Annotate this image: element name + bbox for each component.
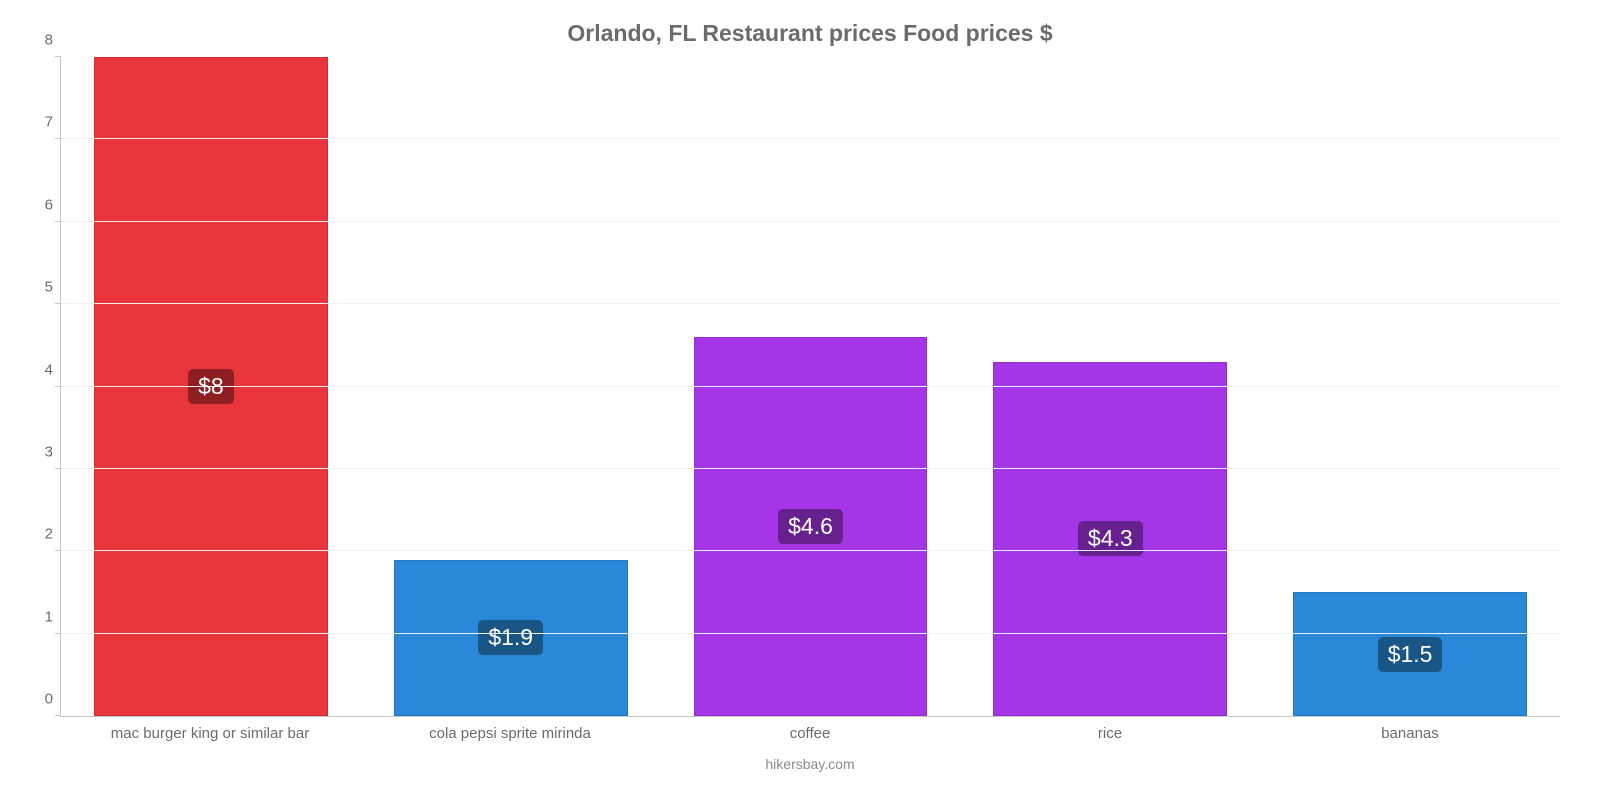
bar: $8 (94, 57, 328, 716)
gridline (61, 633, 1560, 634)
gridline (61, 386, 1560, 387)
gridline (61, 221, 1560, 222)
y-tick-label: 5 (45, 279, 61, 296)
y-tick-label: 7 (45, 114, 61, 131)
chart-container: Orlando, FL Restaurant prices Food price… (0, 0, 1600, 800)
bar-slot: $4.6 (661, 57, 961, 716)
bar-value-label: $4.6 (778, 509, 843, 544)
plot-area: $8$1.9$4.6$4.3$1.5 012345678 (60, 57, 1560, 717)
x-axis-label: bananas (1260, 725, 1560, 742)
bar: $1.5 (1293, 592, 1527, 716)
bar-slot: $1.5 (1260, 57, 1560, 716)
y-tick-mark (55, 715, 61, 716)
bar-value-label: $8 (188, 369, 234, 404)
y-tick-label: 0 (45, 691, 61, 708)
y-tick-label: 6 (45, 196, 61, 213)
bar: $4.3 (993, 362, 1227, 716)
y-tick-mark (55, 468, 61, 469)
bar-value-label: $1.9 (478, 620, 543, 655)
gridline (61, 468, 1560, 469)
x-axis-label: mac burger king or similar bar (60, 725, 360, 742)
bar-slot: $4.3 (960, 57, 1260, 716)
gridline (61, 550, 1560, 551)
bar-slot: $8 (61, 57, 361, 716)
y-tick-mark (55, 56, 61, 57)
bar: $4.6 (694, 337, 928, 716)
bar-value-label: $1.5 (1378, 637, 1443, 672)
y-tick-mark (55, 386, 61, 387)
y-tick-mark (55, 221, 61, 222)
y-tick-label: 3 (45, 443, 61, 460)
y-tick-label: 1 (45, 608, 61, 625)
x-axis-label: cola pepsi sprite mirinda (360, 725, 660, 742)
y-tick-mark (55, 138, 61, 139)
y-tick-mark (55, 633, 61, 634)
y-tick-mark (55, 303, 61, 304)
y-tick-mark (55, 550, 61, 551)
bar: $1.9 (394, 560, 628, 717)
y-tick-label: 4 (45, 361, 61, 378)
gridline (61, 303, 1560, 304)
x-axis-label: coffee (660, 725, 960, 742)
chart-caption: hikersbay.com (60, 756, 1560, 772)
y-tick-label: 2 (45, 526, 61, 543)
x-axis-labels: mac burger king or similar barcola pepsi… (60, 725, 1560, 742)
bars-row: $8 $1.9 $4.6 $4.3 $1.5 (61, 57, 1560, 716)
x-axis-label: rice (960, 725, 1260, 742)
chart-title: Orlando, FL Restaurant prices Food price… (60, 20, 1560, 47)
gridline (61, 138, 1560, 139)
bar-slot: $1.9 (361, 57, 661, 716)
y-tick-label: 8 (45, 32, 61, 49)
